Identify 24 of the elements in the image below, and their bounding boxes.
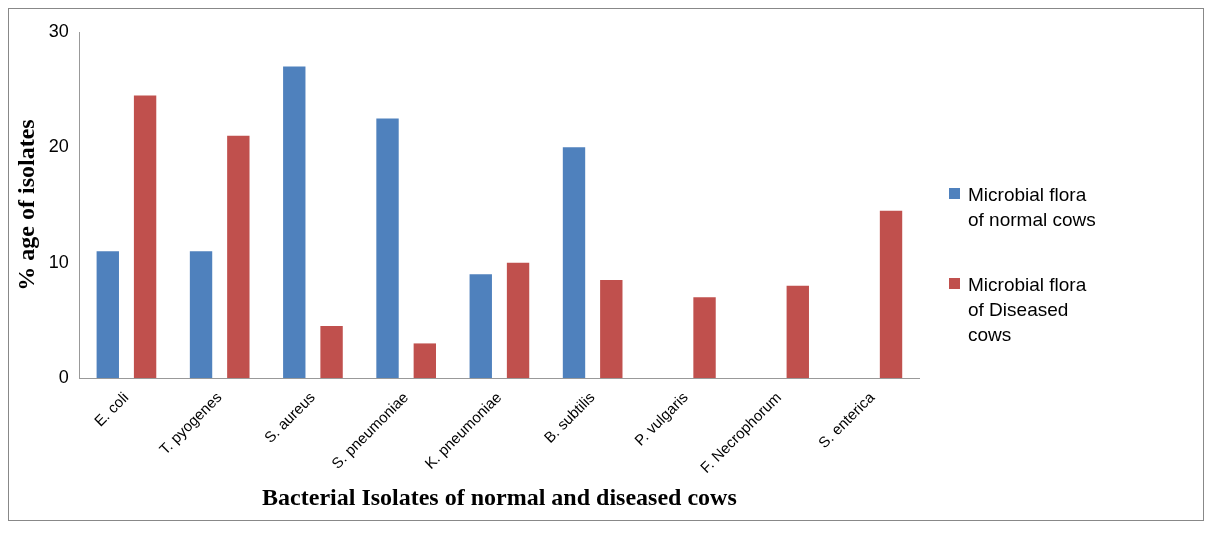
- y-tick-label: 20: [48, 136, 69, 157]
- legend-label: Microbial flora of normal cows: [968, 183, 1097, 232]
- y-axis-title: % age of isolates: [12, 119, 39, 291]
- bar: [376, 118, 399, 379]
- bar: [413, 343, 437, 379]
- y-tick-label: 0: [58, 366, 69, 387]
- bar: [320, 326, 343, 379]
- bar: [506, 262, 530, 379]
- bar: [96, 251, 119, 379]
- bar: [469, 274, 492, 379]
- y-tick-label: 10: [48, 251, 69, 272]
- y-tick-label: 30: [48, 20, 69, 41]
- x-tick-label: E. coli: [90, 388, 132, 430]
- bar: [133, 95, 157, 379]
- bar: [786, 285, 809, 379]
- bar: [562, 147, 586, 379]
- x-axis-title: Bacterial Isolates of normal and diseased cows: [262, 483, 737, 510]
- bar: [189, 251, 213, 379]
- bar: [879, 210, 903, 379]
- legend-label: Microbial flora of Diseased cows: [968, 273, 1088, 347]
- bar: [600, 279, 623, 379]
- bar: [693, 297, 716, 379]
- bar: [283, 66, 306, 379]
- bar: [227, 135, 250, 379]
